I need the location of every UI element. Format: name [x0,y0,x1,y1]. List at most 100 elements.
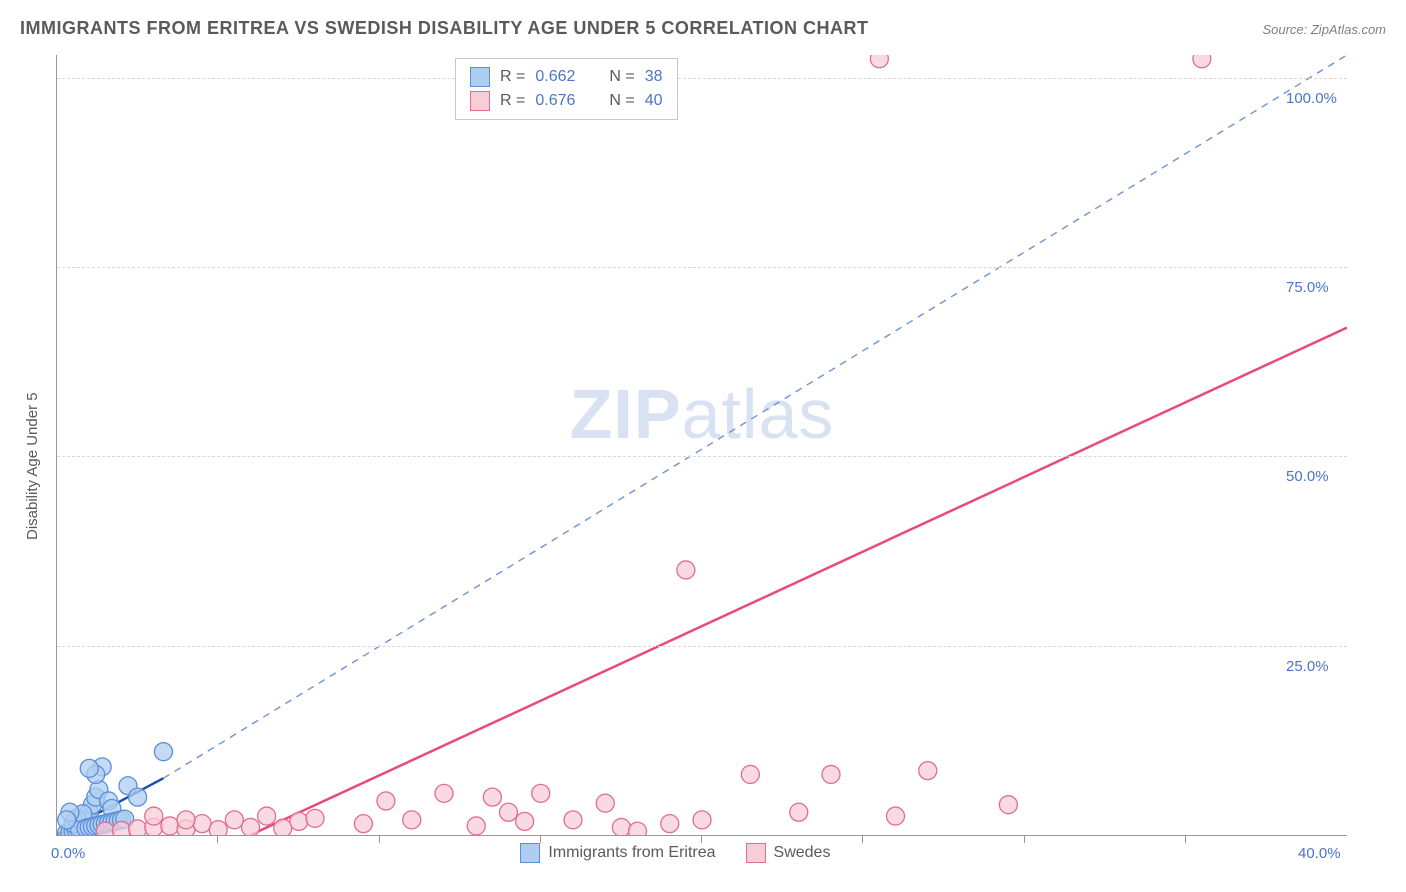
grid-line [57,78,1347,79]
trend-lines [57,55,1347,835]
data-point-swedes [96,822,114,835]
data-point-swedes [500,803,518,821]
x-tick-mark [540,835,541,843]
data-point-eritrea [83,796,101,814]
data-point-eritrea [100,814,118,832]
x-tick-mark [379,835,380,843]
legend-r-label: R = [500,65,525,89]
data-point-swedes [741,765,759,783]
data-point-swedes [209,821,227,835]
chart-title: IMMIGRANTS FROM ERITREA VS SWEDISH DISAB… [20,18,869,39]
data-point-swedes [822,765,840,783]
data-point-swedes [193,815,211,833]
data-point-swedes [661,815,679,833]
y-tick-label: 100.0% [1286,90,1337,107]
data-point-swedes [564,811,582,829]
data-point-eritrea [74,816,92,834]
series-legend-item-eritrea: Immigrants from Eritrea [520,843,715,863]
data-point-eritrea [61,803,79,821]
data-point-eritrea [64,822,82,835]
data-point-eritrea [77,819,95,835]
data-point-eritrea [71,821,89,835]
grid-line [57,456,1347,457]
x-tick-label: 0.0% [51,845,85,862]
x-tick-label: 40.0% [1298,845,1341,862]
correlation-legend: R = 0.662 N = 38 R = 0.676 N = 40 [455,58,678,120]
data-point-swedes [403,811,421,829]
data-point-eritrea [67,809,85,827]
legend-r-label: R = [500,89,525,113]
data-point-swedes [629,822,647,835]
x-tick-mark [1185,835,1186,843]
x-tick-mark [701,835,702,843]
legend-n-label: N = [609,65,634,89]
data-point-eritrea [90,816,108,834]
data-point-swedes [693,811,711,829]
data-point-eritrea [129,788,147,806]
data-point-eritrea [80,803,98,821]
data-point-swedes [290,812,308,830]
data-point-swedes [242,818,260,835]
data-point-eritrea [100,792,118,810]
data-point-swedes [177,820,195,835]
data-point-swedes [1193,55,1211,68]
x-tick-mark [1024,835,1025,843]
y-axis-label: Disability Age Under 5 [24,392,41,540]
data-point-swedes [225,811,243,829]
data-point-swedes [161,817,179,835]
data-point-eritrea [80,759,98,777]
x-tick-mark [862,835,863,843]
series-label-eritrea: Immigrants from Eritrea [548,844,715,862]
data-point-eritrea [109,812,127,830]
data-point-swedes [596,794,614,812]
data-point-eritrea [154,743,172,761]
legend-r-value-swedes: 0.676 [535,89,575,113]
series-label-swedes: Swedes [774,844,831,862]
y-tick-label: 75.0% [1286,279,1329,296]
data-points [57,55,1347,835]
legend-n-label: N = [609,89,634,113]
data-point-swedes [113,821,131,835]
data-point-eritrea [113,811,131,829]
data-point-swedes [354,815,372,833]
legend-r-value-eritrea: 0.662 [535,65,575,89]
series-legend-item-swedes: Swedes [746,843,831,863]
data-point-eritrea [83,818,101,835]
plot-area: ZIPatlas [56,55,1347,836]
source-attribution: Source: ZipAtlas.com [1262,22,1386,37]
grid-line [57,646,1347,647]
data-point-swedes [483,788,501,806]
y-tick-label: 50.0% [1286,468,1329,485]
data-point-swedes [516,812,534,830]
data-point-eritrea [67,821,85,835]
data-point-eritrea [77,811,95,829]
legend-n-value-swedes: 40 [645,89,663,113]
data-point-eritrea [80,818,98,835]
data-point-swedes [274,819,292,835]
data-point-swedes [677,561,695,579]
data-point-swedes [870,55,888,68]
data-point-eritrea [96,815,114,833]
trend-line-swedes [251,328,1348,835]
data-point-eritrea [93,815,111,833]
data-point-eritrea [71,818,89,835]
data-point-swedes [790,803,808,821]
data-point-swedes [258,807,276,825]
data-point-eritrea [103,799,121,817]
data-point-swedes [435,784,453,802]
x-tick-mark [217,835,218,843]
data-point-swedes [999,796,1017,814]
data-point-eritrea [93,758,111,776]
data-point-swedes [177,811,195,829]
legend-n-value-eritrea: 38 [645,65,663,89]
data-point-swedes [129,820,147,835]
series-swatch-swedes [746,843,766,863]
data-point-swedes [145,807,163,825]
legend-row-swedes: R = 0.676 N = 40 [470,89,663,113]
data-point-eritrea [106,812,124,830]
data-point-swedes [145,818,163,835]
grid-line [57,267,1347,268]
data-point-eritrea [58,824,76,835]
trend-line-eritrea [57,778,163,835]
legend-row-eritrea: R = 0.662 N = 38 [470,65,663,89]
